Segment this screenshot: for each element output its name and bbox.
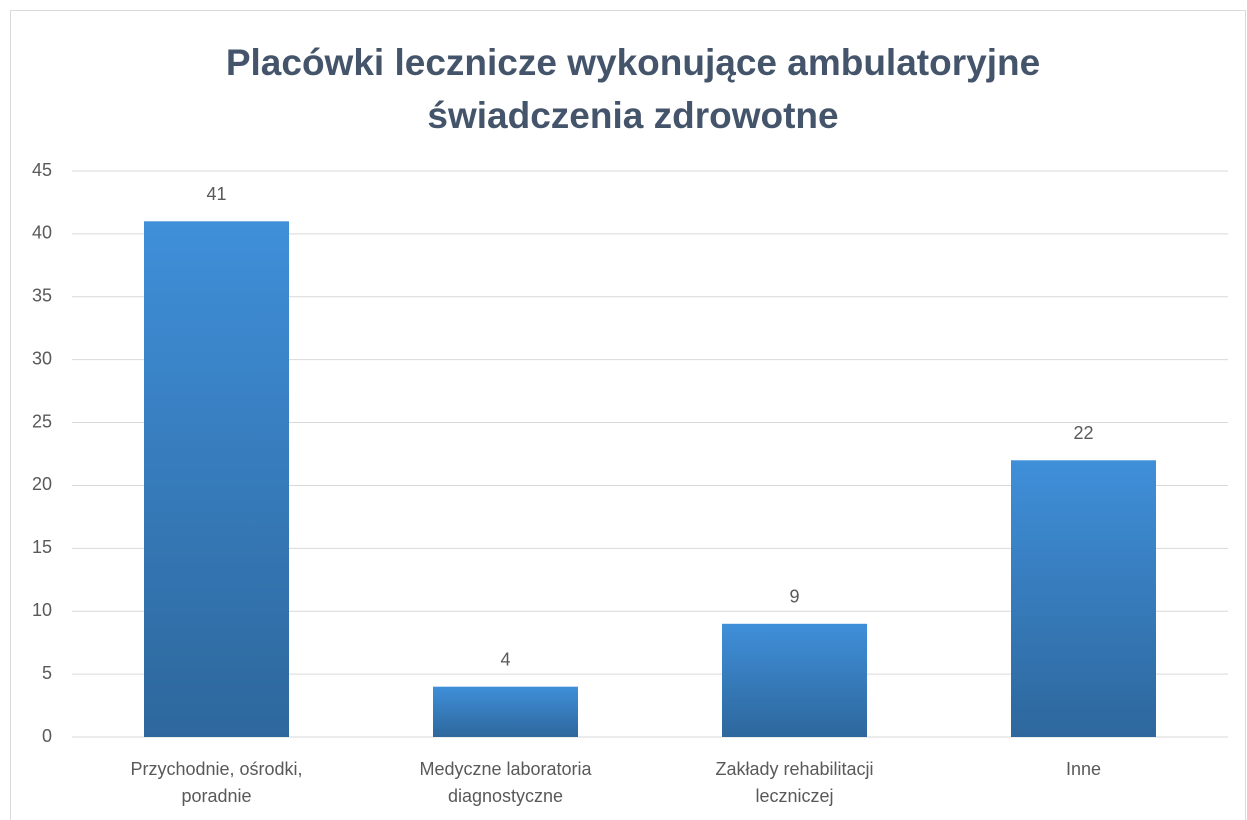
data-label: 4 xyxy=(500,649,510,669)
chart-title: Placówki lecznicze wykonujące ambulatory… xyxy=(225,42,1041,136)
bar-shade xyxy=(722,623,867,737)
y-tick-label: 20 xyxy=(32,474,52,494)
chart-frame xyxy=(10,10,1246,820)
x-tick-label: Przychodnie, ośrodki, poradnie xyxy=(130,759,303,806)
data-label: 22 xyxy=(1073,423,1093,443)
bar-shade xyxy=(144,221,289,738)
y-tick-label: 5 xyxy=(42,663,52,683)
x-tick-label: Medyczne laboratoria diagnostyczne xyxy=(419,759,592,806)
y-tick-label: 35 xyxy=(32,286,52,306)
y-tick-label: 15 xyxy=(32,537,52,557)
y-tick-label: 10 xyxy=(32,600,52,620)
x-tick-label: Zakłady rehabilitacji leczniczej xyxy=(715,759,874,806)
bar-shade xyxy=(433,686,578,737)
y-tick-label: 40 xyxy=(32,223,52,243)
y-tick-label: 30 xyxy=(32,348,52,368)
data-label: 9 xyxy=(789,587,799,607)
bar-shade xyxy=(1011,460,1156,737)
y-tick-label: 25 xyxy=(32,411,52,431)
y-tick-label: 0 xyxy=(42,726,52,746)
y-tick-label: 45 xyxy=(32,160,52,180)
x-tick-label: Inne xyxy=(1065,759,1102,779)
data-label: 41 xyxy=(206,184,226,204)
